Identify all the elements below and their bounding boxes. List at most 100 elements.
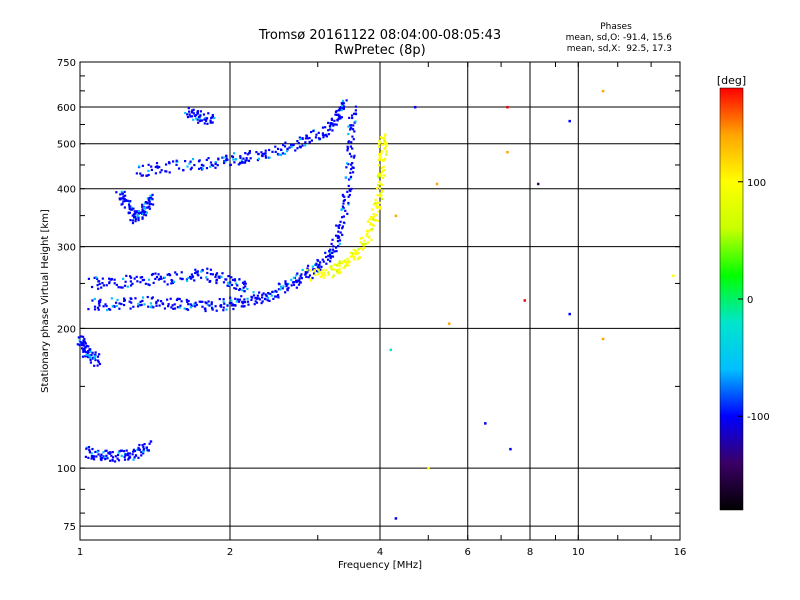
trace-point-x (376, 174, 380, 177)
trace-point-x (379, 173, 382, 176)
trace-point-o (180, 300, 183, 303)
trace-point-o (235, 300, 238, 303)
trace-point-o (129, 205, 132, 208)
trace-point-o (233, 279, 237, 282)
trace-point-o (160, 277, 163, 280)
trace-point-o (88, 448, 91, 451)
trace-point-x (323, 271, 326, 274)
trace-point-o (189, 160, 192, 163)
trace-point-o (97, 361, 100, 364)
trace-point-o (318, 264, 321, 267)
trace-point-o (111, 459, 114, 462)
trace-point-o (350, 187, 353, 191)
trace-point-o (122, 195, 125, 198)
trace-point-o (235, 287, 238, 290)
trace-point-o (286, 289, 289, 292)
trace-point-o (348, 193, 351, 197)
trace-point-x (362, 246, 366, 249)
trace-point-o (148, 283, 151, 287)
trace-point-x (380, 194, 383, 197)
trace-point-o (163, 276, 166, 279)
trace-point-o (340, 116, 343, 119)
trace-point-o (230, 301, 233, 305)
trace-point-o (212, 164, 215, 167)
trace-point-o (118, 450, 121, 453)
trace-point-o (238, 298, 242, 301)
trace-point-x (328, 266, 331, 269)
trace-point-o (339, 117, 342, 120)
trace-point-o (88, 450, 92, 453)
trace-point-o (175, 273, 179, 276)
trace-point-o (186, 113, 189, 116)
trace-point-x (334, 263, 337, 266)
trace-point-o (233, 152, 236, 155)
trace-point-o (354, 109, 357, 112)
trace-point-o (122, 450, 126, 453)
trace-point-o (196, 270, 199, 274)
trace-point-o (128, 300, 131, 303)
trace-point-o (225, 157, 228, 160)
chart-subtitle: RwPretec (8p) (334, 43, 426, 58)
trace-point-o (209, 161, 213, 164)
trace-point-o (93, 305, 97, 308)
trace-point-x (374, 201, 377, 205)
trace-point-o (144, 200, 147, 204)
trace-point-o (247, 159, 251, 162)
trace-point-x (368, 228, 372, 231)
trace-point-o (115, 301, 118, 304)
trace-point-o (342, 206, 345, 210)
trace-point-o (107, 452, 110, 455)
trace-point-o (195, 303, 198, 307)
trace-point-o (331, 129, 334, 132)
trace-point-o (130, 297, 133, 301)
trace-point-o (204, 307, 207, 310)
trace-point-x (375, 203, 378, 206)
trace-point-o (337, 117, 340, 120)
trace-point-o (121, 286, 124, 289)
trace-point-o (146, 201, 149, 204)
trace-point-o (143, 442, 146, 446)
trace-point-o (97, 453, 100, 456)
trace-point-x (382, 158, 385, 162)
trace-point-o (329, 128, 332, 131)
trace-point-o (337, 226, 340, 229)
trace-point-o (311, 268, 315, 271)
trace-point-o (115, 283, 118, 287)
trace-point-x (309, 269, 312, 272)
trace-point-o (122, 197, 125, 200)
trace-point-x (340, 261, 344, 265)
trace-point-o (87, 307, 90, 311)
trace-point-o (92, 458, 96, 461)
trace-point-o (337, 236, 340, 240)
trace-point-o (160, 169, 163, 172)
trace-point-o (222, 309, 225, 312)
trace-point-o (198, 300, 201, 303)
trace-point-o (204, 116, 207, 119)
trace-point-x (321, 273, 325, 276)
trace-point-o (294, 149, 297, 152)
trace-point-o (136, 215, 139, 218)
trace-point-o (218, 276, 221, 279)
trace-point-o (338, 114, 341, 117)
trace-point-x (321, 269, 325, 272)
trace-point-o (295, 279, 298, 282)
trace-point-o (141, 279, 144, 282)
trace-point-o (137, 165, 141, 168)
trace-point-o (90, 452, 93, 455)
trace-point-o (95, 455, 98, 458)
trace-point-o (346, 145, 349, 148)
trace-point-o (177, 167, 181, 170)
trace-point-o (205, 167, 209, 170)
trace-point-o (338, 107, 341, 110)
trace-point-o (256, 294, 259, 297)
trace-point-o (158, 165, 161, 169)
trace-point-o (100, 458, 103, 462)
trace-point-o (255, 150, 258, 154)
trace-point-o (190, 115, 194, 118)
trace-point-x (330, 265, 333, 268)
trace-point-o (123, 198, 127, 201)
trace-point-o (155, 304, 158, 307)
trace-point-o (163, 307, 167, 310)
trace-point-x (373, 215, 376, 218)
trace-point-o (116, 298, 119, 302)
